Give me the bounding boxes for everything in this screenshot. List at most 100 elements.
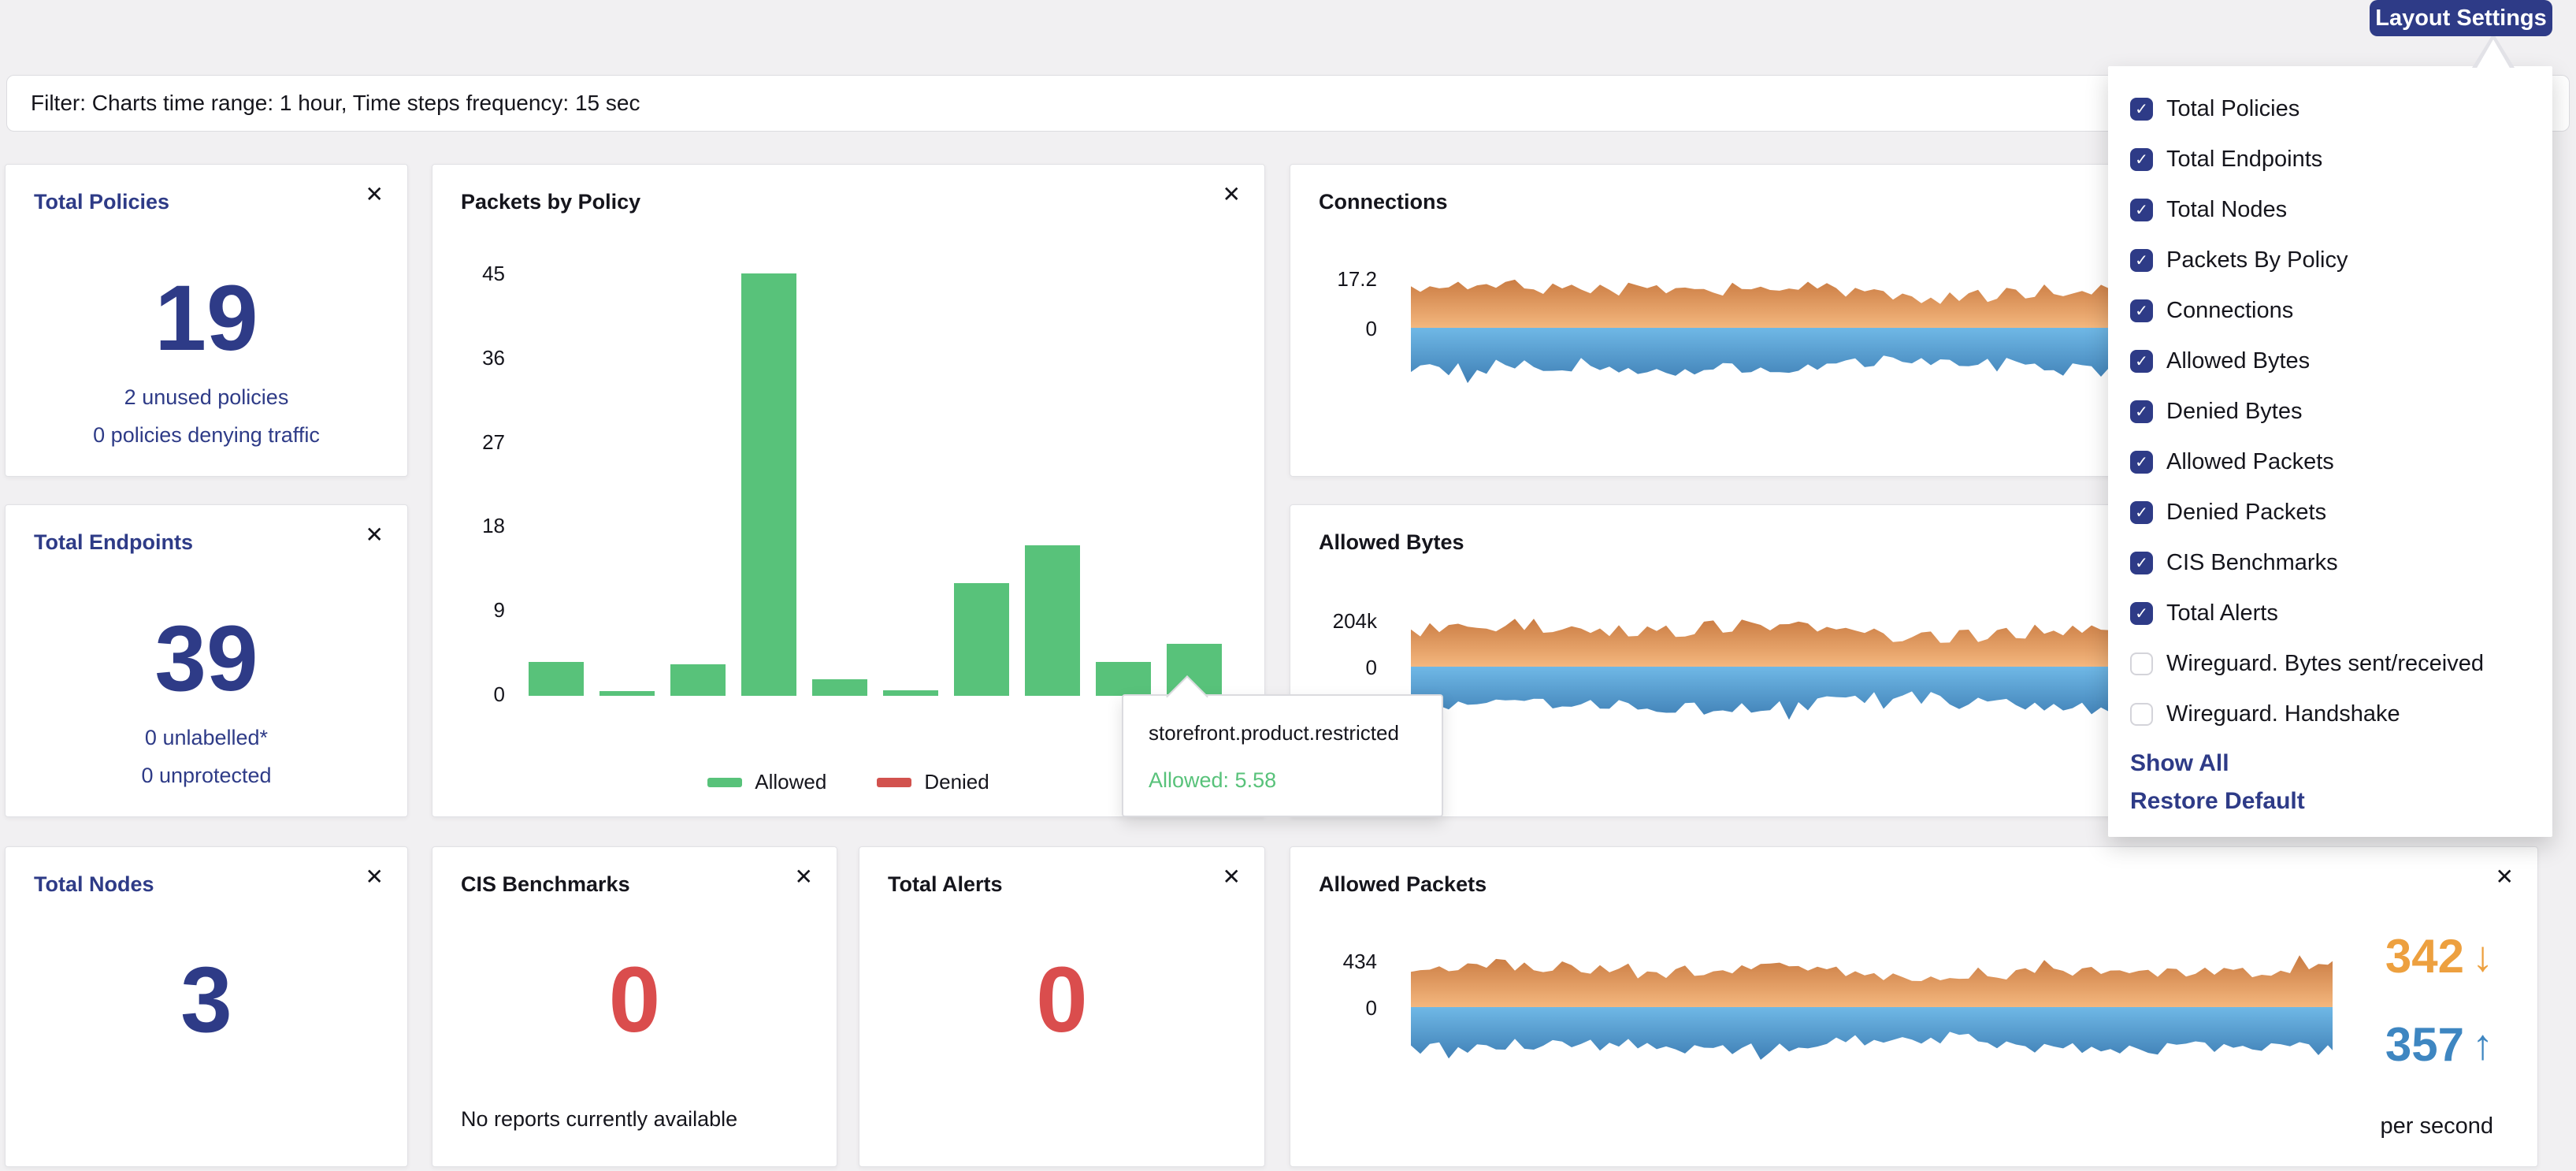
close-icon[interactable]: ✕ (365, 182, 384, 206)
restore-default-link[interactable]: Restore Default (2130, 788, 2305, 814)
checkbox-checked-icon[interactable]: ✓ (2130, 601, 2153, 625)
layout-option-total-policies[interactable]: ✓ Total Policies (2108, 84, 2552, 134)
checkbox-checked-icon[interactable]: ✓ (2130, 450, 2153, 474)
y-axis-tick: 0 (1365, 996, 1377, 1020)
layout-option-wireguard-handshake[interactable]: Wireguard. Handshake (2108, 689, 2552, 739)
checkbox-unchecked-icon[interactable] (2130, 702, 2153, 726)
allowed-packets-stream-chart[interactable] (1411, 948, 2333, 1066)
card-title: Total Nodes (34, 872, 154, 896)
layout-option-label: Connections (2166, 297, 2294, 323)
layout-option-total-endpoints[interactable]: ✓ Total Endpoints (2108, 134, 2552, 184)
card-title: Connections (1319, 190, 1448, 214)
checkbox-checked-icon[interactable]: ✓ (2130, 551, 2153, 574)
bar-allowed-1[interactable] (529, 662, 584, 696)
cis-benchmarks-value: 0 (608, 948, 661, 1052)
layout-option-wireguard-bytes[interactable]: Wireguard. Bytes sent/received (2108, 638, 2552, 689)
y-axis-tick: 434 (1342, 950, 1377, 973)
layout-option-total-alerts[interactable]: ✓ Total Alerts (2108, 588, 2552, 638)
arrow-down-icon: ↓ (2472, 933, 2493, 980)
chart-tooltip: storefront.product.restricted Allowed: 5… (1122, 694, 1443, 817)
y-axis-tick: 0 (1365, 656, 1377, 679)
checkbox-unchecked-icon[interactable] (2130, 652, 2153, 675)
bar-allowed-6[interactable] (883, 690, 938, 696)
bar-allowed-3[interactable] (670, 664, 726, 696)
checkbox-checked-icon[interactable]: ✓ (2130, 248, 2153, 272)
filter-text: Filter: Charts time range: 1 hour, Time … (31, 91, 640, 115)
total-policies-card: Total Policies ✕ 19 2 unused policies 0 … (5, 164, 408, 477)
total-alerts-card: Total Alerts ✕ 0 (859, 846, 1265, 1167)
layout-option-label: Denied Bytes (2166, 398, 2303, 424)
bar-allowed-4[interactable] (741, 273, 796, 696)
layout-option-total-nodes[interactable]: ✓ Total Nodes (2108, 184, 2552, 235)
bar-allowed-9[interactable] (1096, 662, 1151, 696)
unused-policies-text: 2 unused policies (124, 385, 289, 409)
checkbox-checked-icon[interactable]: ✓ (2130, 500, 2153, 524)
arrow-up-icon: ↑ (2472, 1021, 2493, 1069)
layout-option-label: Denied Packets (2166, 499, 2327, 525)
bar-allowed-8[interactable] (1025, 545, 1080, 696)
checkbox-checked-icon[interactable]: ✓ (2130, 198, 2153, 221)
total-alerts-value: 0 (1036, 948, 1088, 1052)
allowed-packets-card: Allowed Packets ✕ 434 0 342 ↓ 357 ↑ per … (1290, 846, 2538, 1167)
card-title: Allowed Packets (1319, 872, 1487, 896)
layout-option-denied-bytes[interactable]: ✓ Denied Bytes (2108, 386, 2552, 437)
y-axis-tick: 18 (482, 514, 505, 538)
layout-option-label: Packets By Policy (2166, 247, 2348, 273)
bar-allowed-5[interactable] (812, 678, 867, 696)
bar-allowed-7[interactable] (954, 583, 1009, 696)
checkbox-checked-icon[interactable]: ✓ (2130, 349, 2153, 373)
layout-option-label: CIS Benchmarks (2166, 549, 2338, 575)
card-title: Total Endpoints (34, 530, 193, 554)
close-icon[interactable]: ✕ (1222, 864, 1241, 889)
card-title: Allowed Bytes (1319, 530, 1464, 554)
layout-option-denied-packets[interactable]: ✓ Denied Packets (2108, 487, 2552, 537)
checkbox-checked-icon[interactable]: ✓ (2130, 97, 2153, 121)
layout-option-label: Total Nodes (2166, 196, 2288, 222)
legend-swatch-icon (877, 777, 912, 787)
close-icon[interactable]: ✕ (365, 522, 384, 547)
total-endpoints-card: Total Endpoints ✕ 39 0 unlabelled* 0 unp… (5, 504, 408, 817)
cis-benchmarks-card: CIS Benchmarks ✕ 0 No reports currently … (432, 846, 837, 1167)
y-axis-tick: 36 (482, 345, 505, 370)
layout-option-label: Total Endpoints (2166, 146, 2323, 172)
layout-options-list: ✓ Total Policies ✓ Total Endpoints ✓ Total No… (2108, 84, 2552, 739)
card-title: CIS Benchmarks (461, 872, 630, 896)
unlabelled-text: 0 unlabelled* (144, 726, 269, 749)
checkbox-checked-icon[interactable]: ✓ (2130, 400, 2153, 423)
show-all-link[interactable]: Show All (2130, 750, 2229, 776)
tooltip-allowed-value: Allowed: 5.58 (1149, 768, 1277, 792)
no-reports-text: No reports currently available (461, 1107, 738, 1131)
tooltip-policy-name: storefront.product.restricted (1149, 721, 1399, 745)
legend-swatch-icon (707, 777, 743, 787)
layout-option-label: Total Policies (2166, 95, 2300, 121)
layout-option-allowed-bytes[interactable]: ✓ Allowed Bytes (2108, 336, 2552, 386)
total-nodes-value: 3 (180, 948, 232, 1052)
close-icon[interactable]: ✕ (365, 864, 384, 889)
layout-option-allowed-packets[interactable]: ✓ Allowed Packets (2108, 437, 2552, 487)
legend-item-denied: Denied (877, 770, 989, 794)
layout-settings-button[interactable]: Layout Settings (2370, 0, 2552, 36)
checkbox-checked-icon[interactable]: ✓ (2130, 299, 2153, 322)
layout-option-connections[interactable]: ✓ Connections (2108, 285, 2552, 336)
layout-option-packets-by-policy[interactable]: ✓ Packets By Policy (2108, 235, 2552, 285)
layout-option-cis-benchmarks[interactable]: ✓ CIS Benchmarks (2108, 537, 2552, 588)
close-icon[interactable]: ✕ (1222, 182, 1241, 206)
y-axis-tick: 0 (1365, 317, 1377, 340)
y-axis-tick: 17.2 (1337, 267, 1377, 291)
close-icon[interactable]: ✕ (2495, 864, 2514, 889)
packets-down-rate: 342 ↓ (2385, 930, 2493, 983)
layout-settings-menu: ✓ Total Policies ✓ Total Endpoints ✓ Total No… (2108, 66, 2552, 837)
close-icon[interactable]: ✕ (794, 864, 813, 889)
bar-allowed-2[interactable] (599, 691, 655, 696)
card-title: Packets by Policy (461, 190, 641, 214)
total-endpoints-value: 39 (154, 607, 258, 711)
card-title: Total Policies (34, 190, 170, 214)
packets-up-rate: 357 ↑ (2385, 1018, 2493, 1071)
checkbox-checked-icon[interactable]: ✓ (2130, 147, 2153, 171)
denying-policies-text: 0 policies denying traffic (93, 423, 320, 447)
legend-item-allowed: Allowed (707, 770, 826, 794)
y-axis-tick: 45 (482, 262, 505, 285)
rate-unit-label: per second (2380, 1113, 2494, 1139)
legend-label: Allowed (755, 770, 827, 794)
